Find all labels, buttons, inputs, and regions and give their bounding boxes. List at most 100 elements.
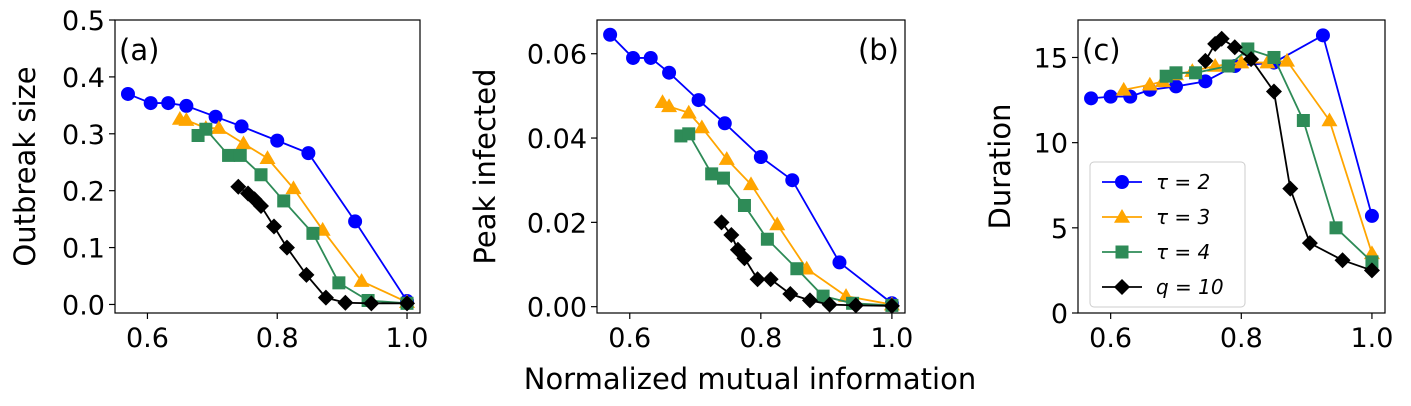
data-point (847, 297, 864, 314)
data-point (1282, 180, 1299, 197)
data-point (1265, 83, 1282, 100)
data-point (737, 198, 751, 212)
data-point (1296, 114, 1310, 128)
data-point (301, 146, 316, 161)
data-point (1259, 54, 1276, 69)
series-tau3 (171, 110, 416, 308)
x-tick-label: 1.0 (870, 323, 913, 354)
y-tick-label: 0.3 (62, 120, 105, 151)
data-point (713, 214, 730, 231)
data-point (199, 122, 213, 136)
legend-label: τ = 2 (1156, 170, 1210, 194)
data-point (661, 98, 678, 113)
x-tick-label: 1.0 (1350, 323, 1393, 354)
y-tick-label: 0.2 (62, 177, 105, 208)
data-point (1363, 262, 1380, 279)
data-point (210, 120, 227, 134)
series-line (662, 101, 893, 306)
data-point (680, 104, 697, 119)
data-point (254, 168, 268, 182)
y-tick-label: 0.06 (527, 40, 587, 71)
data-point (233, 148, 247, 162)
data-point (749, 271, 766, 288)
data-point (363, 295, 380, 312)
data-point (717, 116, 732, 131)
data-point (253, 198, 270, 215)
axes-frame (114, 19, 421, 314)
data-point (230, 178, 247, 195)
data-point (120, 86, 135, 101)
x-tick-label: 1.0 (386, 323, 429, 354)
legend-box (1089, 161, 1246, 308)
legend-label: τ = 4 (1156, 240, 1210, 264)
data-point (1226, 39, 1243, 56)
data-point (143, 96, 158, 111)
data-point (691, 93, 706, 108)
data-point (729, 241, 746, 258)
x-tick-label: 0.8 (739, 323, 782, 354)
data-point (821, 296, 838, 313)
series-q10 (230, 178, 416, 312)
data-point (348, 214, 363, 229)
series-line (179, 118, 408, 304)
y-tick-label: 15 (1034, 43, 1068, 74)
data-point (716, 171, 730, 185)
data-point (1159, 69, 1173, 83)
data-point (816, 289, 830, 303)
data-point (1243, 51, 1260, 68)
data-point (208, 109, 223, 124)
data-point (1329, 221, 1343, 235)
y-tick-label: 0.5 (62, 6, 105, 37)
data-point (785, 173, 800, 188)
y-tick-label: 0 (1051, 299, 1068, 330)
data-point (1301, 235, 1318, 252)
data-point (743, 176, 759, 191)
data-point (337, 294, 354, 311)
legend-marker (1115, 175, 1129, 189)
data-point (782, 286, 799, 303)
data-point (1189, 66, 1203, 80)
series-tau2 (1084, 28, 1379, 223)
y-tick-label: 10 (1034, 129, 1068, 160)
data-point (1213, 30, 1230, 47)
y-tick-label: 0.0 (62, 290, 105, 321)
x-tick-label: 0.6 (1089, 323, 1132, 354)
y-tick-label: 0.00 (527, 293, 587, 324)
data-point (790, 262, 804, 276)
data-point (265, 218, 282, 235)
data-point (285, 180, 302, 195)
series-q10 (1197, 30, 1380, 279)
data-point (259, 150, 276, 165)
data-point (1267, 50, 1281, 64)
axes-frame (1077, 19, 1386, 314)
legend-marker (1114, 279, 1130, 295)
data-point (1115, 81, 1132, 96)
data-point (718, 151, 735, 165)
legend: τ = 2 τ = 3 τ = 4 q = 10 (1089, 161, 1246, 308)
data-point (1315, 28, 1330, 43)
data-point (1365, 255, 1379, 269)
data-point (278, 239, 295, 256)
series-line (127, 93, 408, 302)
y-tick-label: 5 (1051, 214, 1068, 245)
data-point (1364, 208, 1379, 223)
data-point (1103, 89, 1118, 104)
data-point (643, 50, 658, 65)
data-point (762, 271, 779, 288)
x-tick-label: 0.8 (256, 323, 299, 354)
data-point (222, 148, 236, 162)
data-point (760, 232, 774, 246)
data-point (298, 266, 315, 283)
data-point (1197, 52, 1214, 69)
x-tick-label: 0.8 (1220, 323, 1263, 354)
series-line (197, 127, 408, 305)
series-tau2 (120, 86, 415, 309)
data-point (1233, 54, 1250, 69)
data-point (682, 127, 696, 141)
series-line (609, 34, 893, 305)
data-point (705, 167, 719, 181)
data-point (736, 250, 753, 267)
series-line (1090, 33, 1373, 217)
